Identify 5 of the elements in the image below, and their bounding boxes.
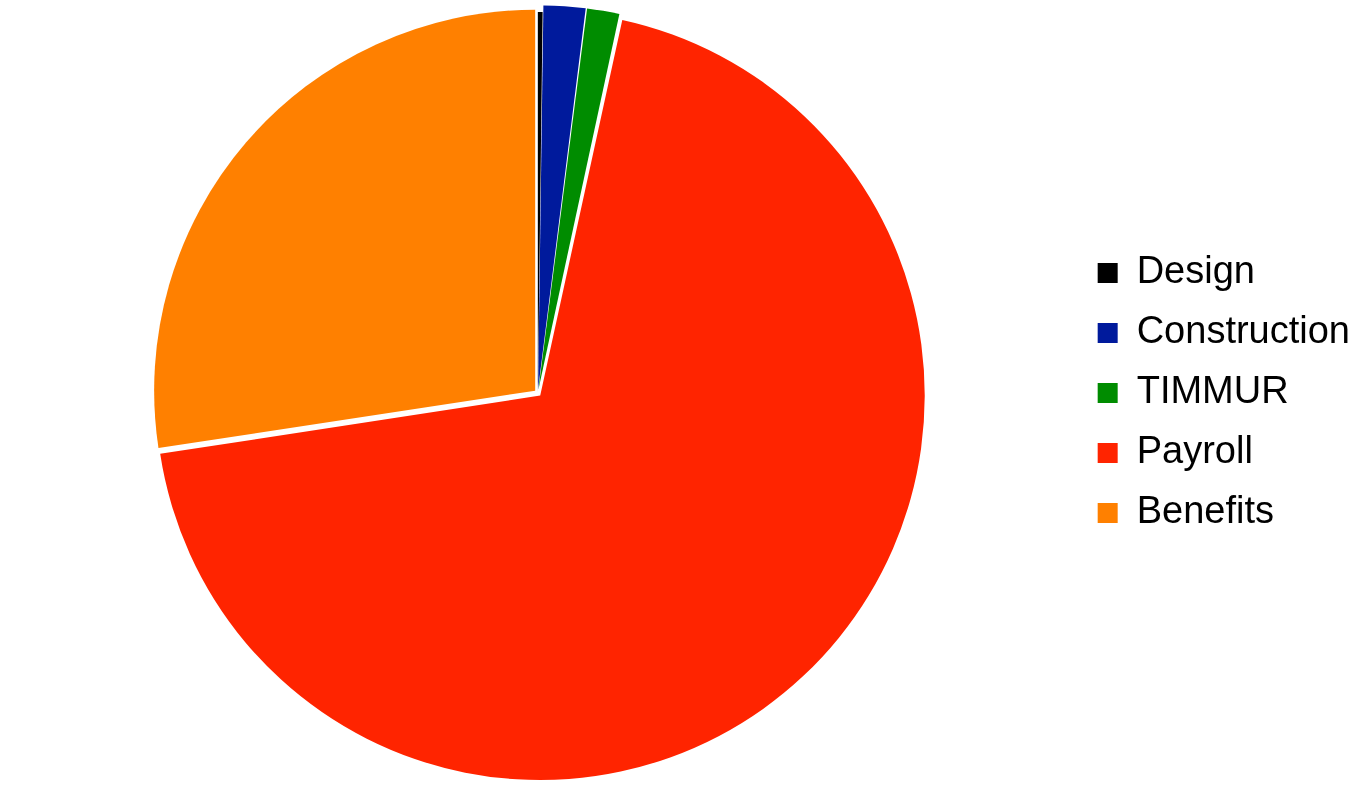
legend-label: Design	[1136, 249, 1255, 292]
legend-label: Payroll	[1136, 429, 1253, 472]
legend-label: Benefits	[1136, 489, 1274, 532]
legend-label: TIMMUR	[1136, 369, 1289, 412]
legend-label: Construction	[1136, 309, 1350, 352]
